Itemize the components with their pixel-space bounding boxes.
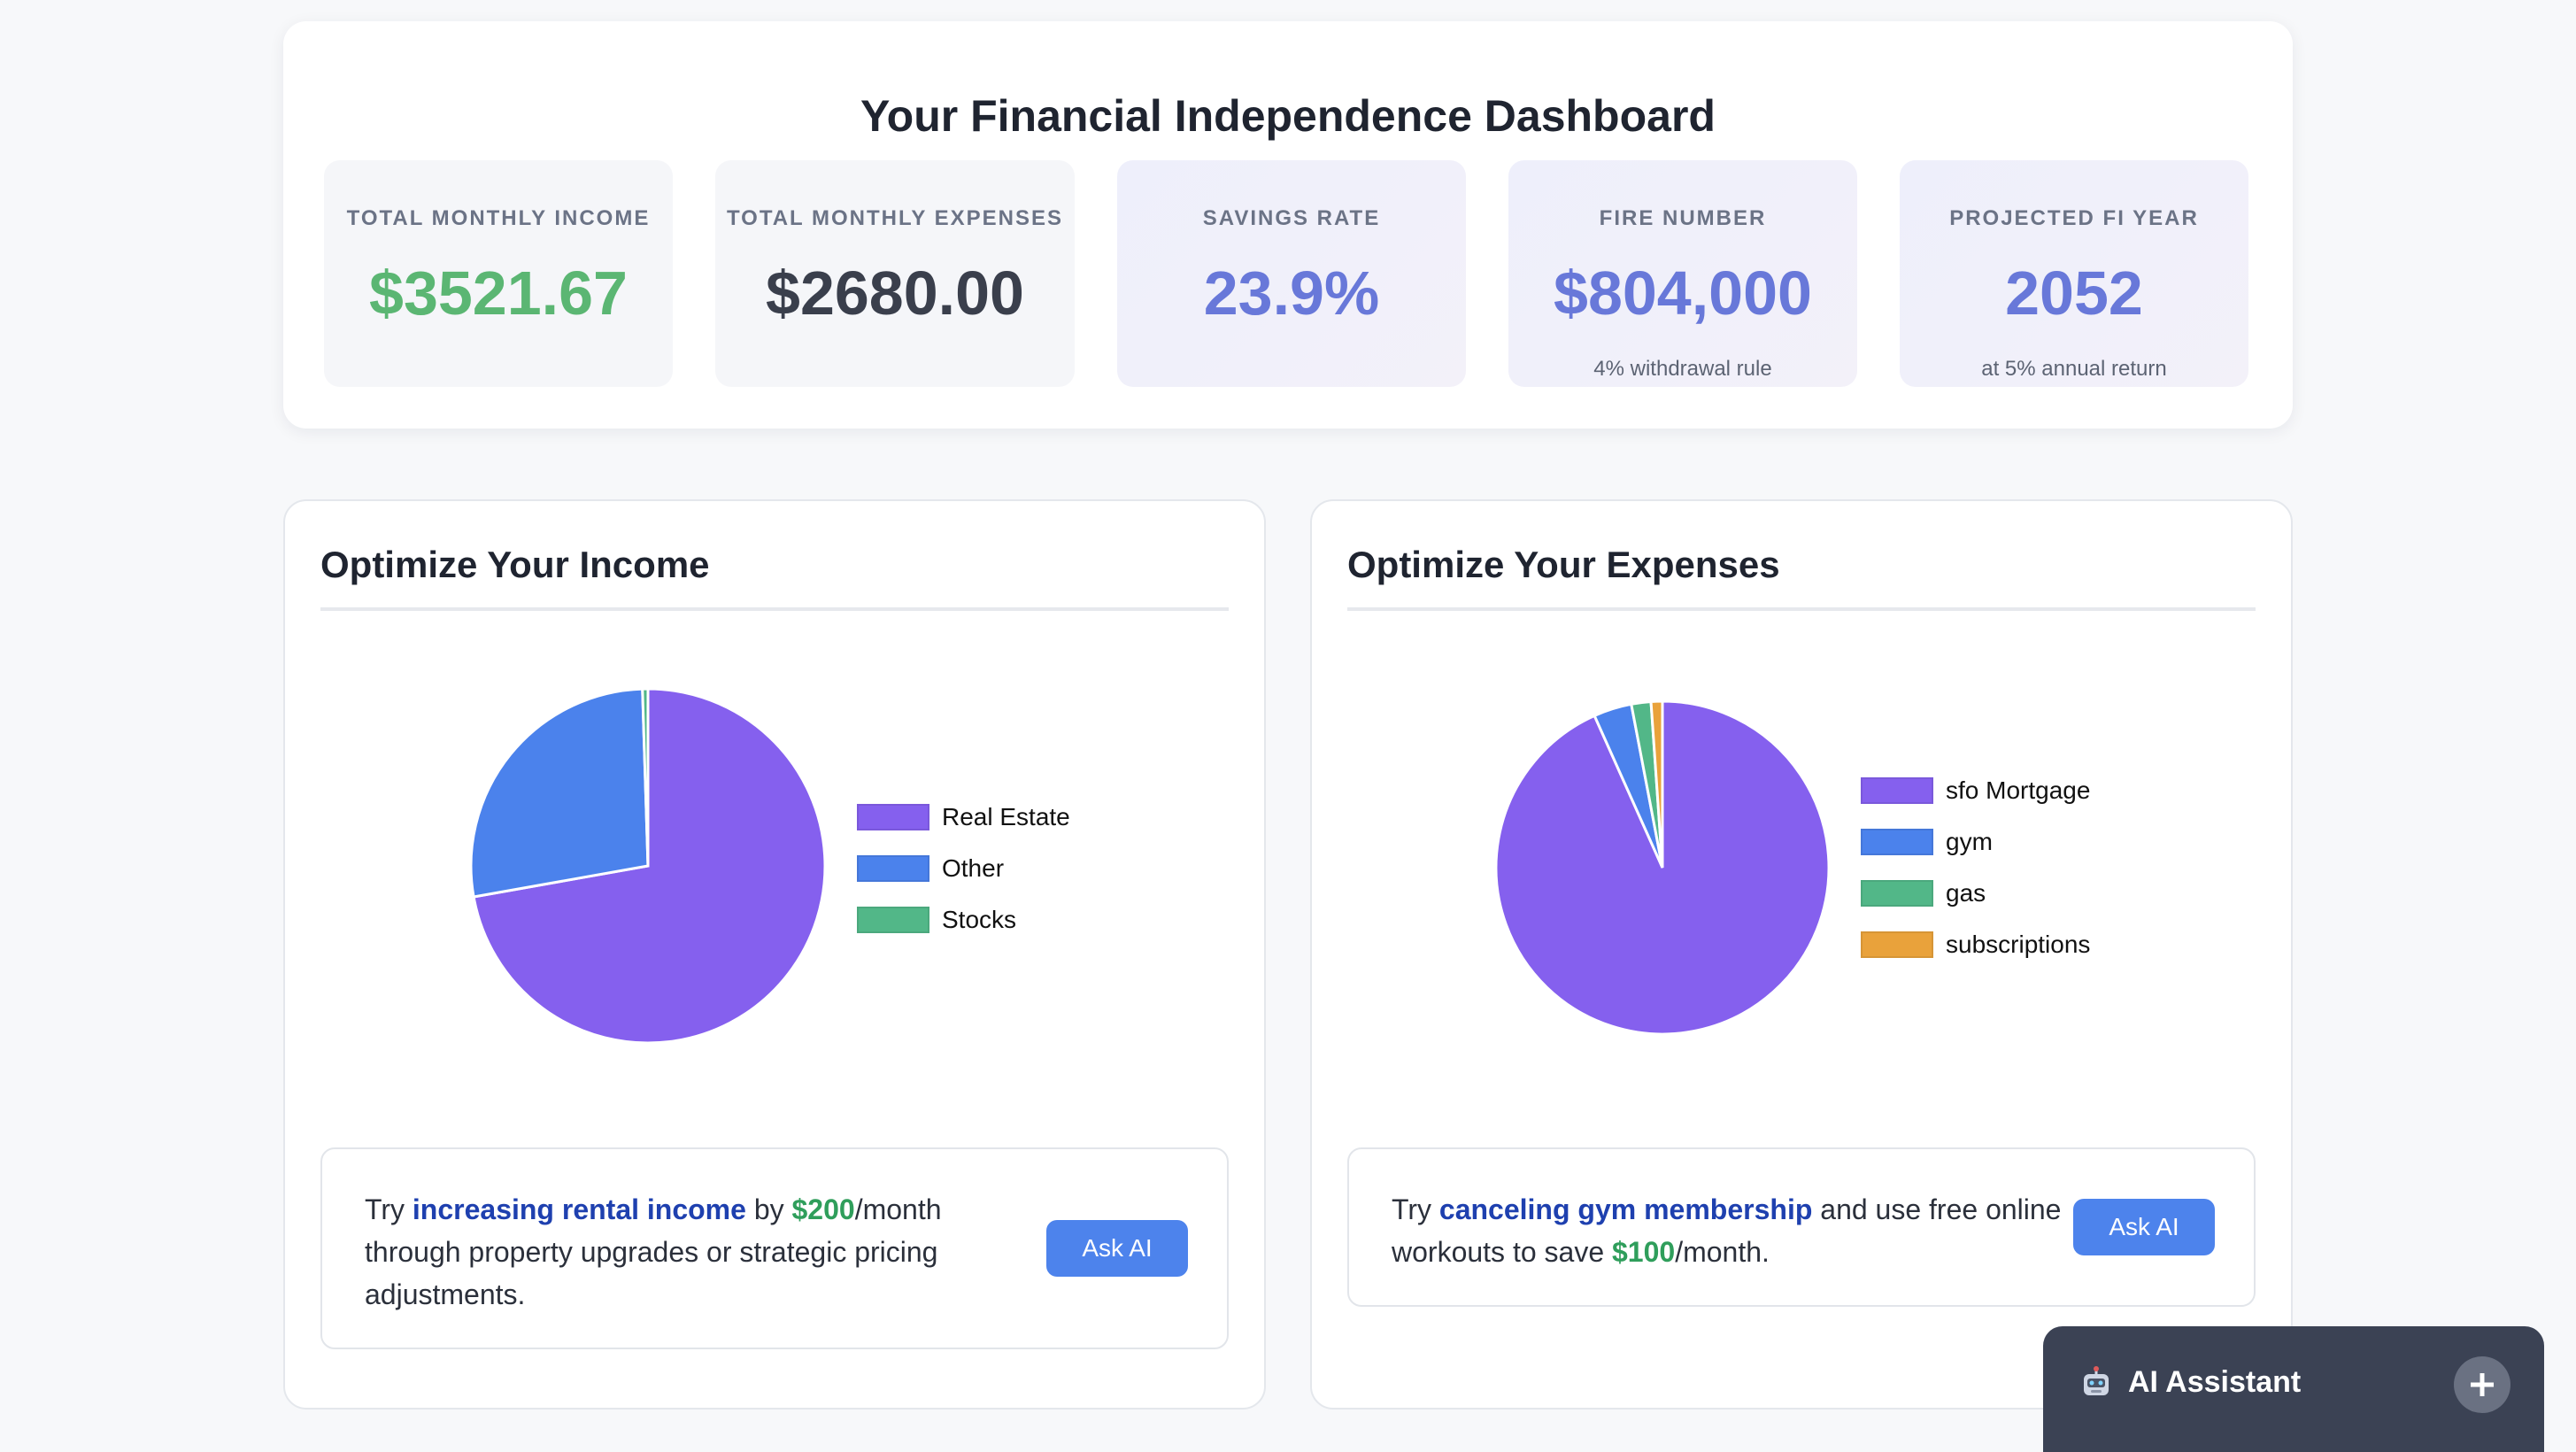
stat-subtext: 4% withdrawal rule: [1593, 357, 1772, 381]
stat-label: FIRE NUMBER: [1599, 206, 1767, 230]
legend-item: gym: [1861, 816, 2090, 868]
stat-value: 2052: [2005, 259, 2143, 328]
legend-swatch: [857, 907, 929, 933]
stat-value: 23.9%: [1203, 259, 1380, 328]
pie-slice-stocks: [641, 687, 650, 867]
stat-value: $2680.00: [766, 259, 1024, 328]
dashboard-title: Your Financial Independence Dashboard: [860, 91, 1716, 141]
pie-slice-subscriptions: [1649, 699, 1664, 869]
pie-slice-real-estate: [472, 687, 827, 1045]
tip-highlight: increasing rental income: [412, 1193, 746, 1225]
assistant-title: AI Assistant: [2128, 1365, 2302, 1399]
stat-subtext: at 5% annual return: [1981, 357, 2167, 381]
stat-card-projected-fi-year: PROJECTED FI YEAR 2052 at 5% annual retu…: [1900, 160, 2248, 387]
legend-swatch: [857, 804, 929, 830]
ai-assistant-widget[interactable]: AI Assistant: [2043, 1326, 2544, 1452]
income-pie-chart: [469, 687, 827, 1045]
expenses-panel-title: Optimize Your Expenses: [1347, 544, 1780, 585]
stat-label: SAVINGS RATE: [1202, 206, 1381, 230]
summary-card: Your Financial Independence Dashboard TO…: [283, 21, 2293, 429]
expenses-ask-ai-button[interactable]: Ask AI: [2073, 1199, 2215, 1255]
divider: [320, 607, 1229, 611]
pie-slice-other: [469, 687, 650, 899]
legend-item: sfo Mortgage: [1861, 765, 2090, 816]
stat-value: $804,000: [1554, 259, 1812, 328]
legend-item: gas: [1861, 868, 2090, 919]
legend-label: subscriptions: [1946, 931, 2091, 958]
legend-item: Other: [857, 843, 1070, 894]
stat-card-total-expenses: TOTAL MONTHLY EXPENSES $2680.00: [715, 160, 1075, 387]
expenses-tip-box: Try canceling gym membership and use fre…: [1347, 1147, 2256, 1307]
expenses-panel: Optimize Your Expenses sfo Mortgage gym ga…: [1310, 499, 2293, 1410]
stat-label: TOTAL MONTHLY EXPENSES: [726, 206, 1064, 230]
stat-label: TOTAL MONTHLY INCOME: [346, 206, 651, 230]
legend-label: gym: [1946, 828, 1993, 855]
legend-label: Other: [942, 854, 1005, 882]
divider: [1347, 607, 2256, 611]
legend-label: Stocks: [942, 906, 1017, 933]
legend-label: Real Estate: [942, 803, 1070, 830]
stat-label: PROJECTED FI YEAR: [1949, 206, 2199, 230]
income-panel: Optimize Your Income Real Estate Other Sto…: [283, 499, 1266, 1410]
tip-amount: $100: [1612, 1236, 1676, 1268]
income-tip-box: Try increasing rental income by $200/mon…: [320, 1147, 1229, 1349]
legend-swatch: [1861, 829, 1933, 855]
legend-item: Real Estate: [857, 792, 1070, 843]
legend-label: gas: [1946, 879, 1986, 907]
stat-card-fire-number: FIRE NUMBER $804,000 4% withdrawal rule: [1508, 160, 1857, 387]
legend-swatch: [857, 855, 929, 882]
legend-label: sfo Mortgage: [1946, 776, 2091, 804]
legend-swatch: [1861, 777, 1933, 804]
income-legend: Real Estate Other Stocks: [857, 792, 1070, 946]
income-tip-text: Try increasing rental income by $200/mon…: [365, 1193, 942, 1310]
legend-swatch: [1861, 931, 1933, 958]
stat-value: $3521.67: [369, 259, 628, 328]
income-panel-title: Optimize Your Income: [320, 544, 710, 585]
expenses-pie-chart: [1494, 699, 1831, 1036]
stat-card-total-income: TOTAL MONTHLY INCOME $3521.67: [324, 160, 673, 387]
expenses-legend: sfo Mortgage gym gas subscriptions: [1861, 765, 2090, 970]
legend-item: subscriptions: [1861, 919, 2090, 970]
legend-item: Stocks: [857, 894, 1070, 946]
expenses-tip-text: Try canceling gym membership and use fre…: [1392, 1193, 2062, 1268]
plus-icon[interactable]: [2454, 1356, 2510, 1413]
robot-icon: [2084, 1366, 2109, 1395]
stat-card-savings-rate: SAVINGS RATE 23.9%: [1117, 160, 1466, 387]
tip-amount: $200: [791, 1193, 855, 1225]
tip-highlight: canceling gym membership: [1438, 1193, 1813, 1225]
legend-swatch: [1861, 880, 1933, 907]
income-ask-ai-button[interactable]: Ask AI: [1046, 1220, 1188, 1277]
